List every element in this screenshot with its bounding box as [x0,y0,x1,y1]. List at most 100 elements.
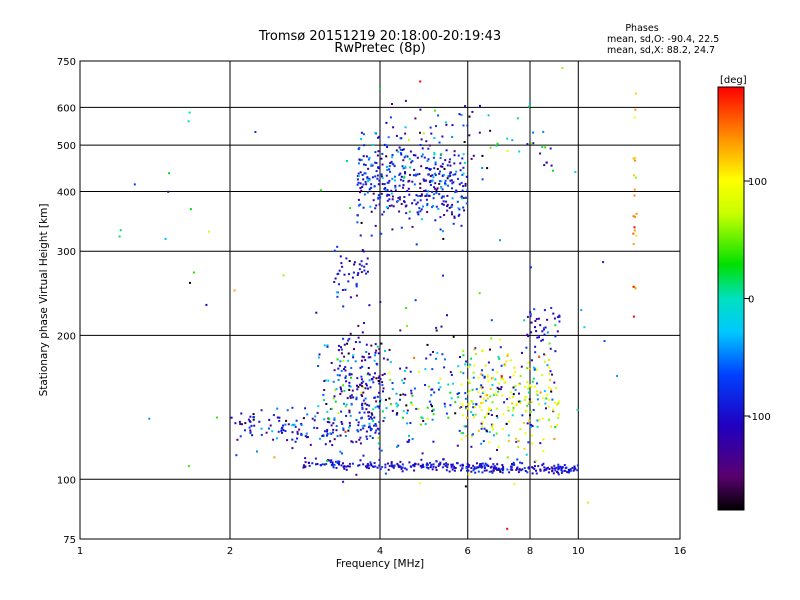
data-point [402,148,405,151]
data-point [421,218,423,221]
data-point [358,158,361,161]
data-point [509,468,512,471]
data-point [435,191,438,194]
data-point [368,373,371,376]
data-point [379,468,382,471]
data-point [413,199,416,202]
data-point [457,214,460,217]
data-point [632,215,635,218]
data-point [461,173,464,176]
data-point [345,403,348,406]
data-point [515,404,518,407]
data-point [348,465,351,468]
data-point [466,469,469,472]
data-point [405,366,408,369]
data-point [391,382,394,384]
data-point [344,375,347,378]
data-point [507,434,510,437]
data-point [378,464,381,467]
data-point [535,393,538,396]
data-point [424,384,426,386]
data-point [365,382,368,385]
data-point [365,343,368,346]
chart-title: Tromsø 20151219 20:18:00-20:19:43 [258,29,501,44]
data-point [408,193,411,196]
data-point [365,155,368,158]
data-point [460,114,463,117]
data-point [412,154,415,157]
data-point [381,163,384,166]
data-point [396,412,399,415]
data-point [358,204,360,207]
data-point [356,183,359,186]
data-point [419,80,422,83]
data-point [458,213,461,216]
data-point [419,187,422,189]
data-point [260,409,263,412]
data-point [473,406,476,408]
data-point [334,400,337,403]
data-point [385,144,388,147]
data-point [525,346,528,349]
data-point [499,346,502,349]
data-point [465,360,468,363]
data-point [363,163,365,166]
data-point [348,409,351,412]
data-point [456,392,459,395]
data-point [441,135,444,138]
data-point [442,237,445,240]
data-point [537,317,540,320]
data-point [526,315,529,318]
data-point [335,425,338,427]
data-point [328,421,331,424]
data-point [417,463,420,466]
data-point [419,131,421,134]
data-point [447,383,450,386]
data-point [345,468,348,471]
data-point [403,176,406,179]
data-point [451,213,453,216]
data-point [440,196,443,199]
data-point [459,162,462,165]
data-point [379,301,382,304]
data-point [323,430,326,433]
data-point [445,462,448,465]
data-point [420,155,423,158]
data-point [351,389,354,392]
data-point [365,435,368,438]
data-point [499,470,502,473]
data-point [326,430,328,433]
data-point [448,470,451,473]
data-point [496,386,499,389]
data-point [406,412,409,415]
data-point [356,429,359,432]
data-point [347,465,349,468]
data-point [530,331,533,334]
data-point [418,173,421,175]
data-point [396,199,399,202]
data-point [406,409,409,412]
data-point [514,371,517,374]
data-point [521,468,524,471]
data-point [417,407,420,410]
data-point [501,394,504,397]
data-point [188,111,191,114]
data-point [528,385,531,388]
data-point [367,367,370,369]
data-point [489,388,492,390]
data-point [493,467,496,469]
data-point [341,289,344,291]
data-point [516,117,519,120]
data-point [525,410,528,413]
data-point [399,178,402,181]
data-point [362,178,365,181]
data-point [452,222,455,225]
data-point [439,386,442,389]
data-point [315,311,318,314]
data-point [360,375,363,378]
data-point [340,410,343,413]
data-point [338,283,340,286]
data-point [386,207,389,210]
data-point [369,356,372,359]
data-point [485,429,488,432]
